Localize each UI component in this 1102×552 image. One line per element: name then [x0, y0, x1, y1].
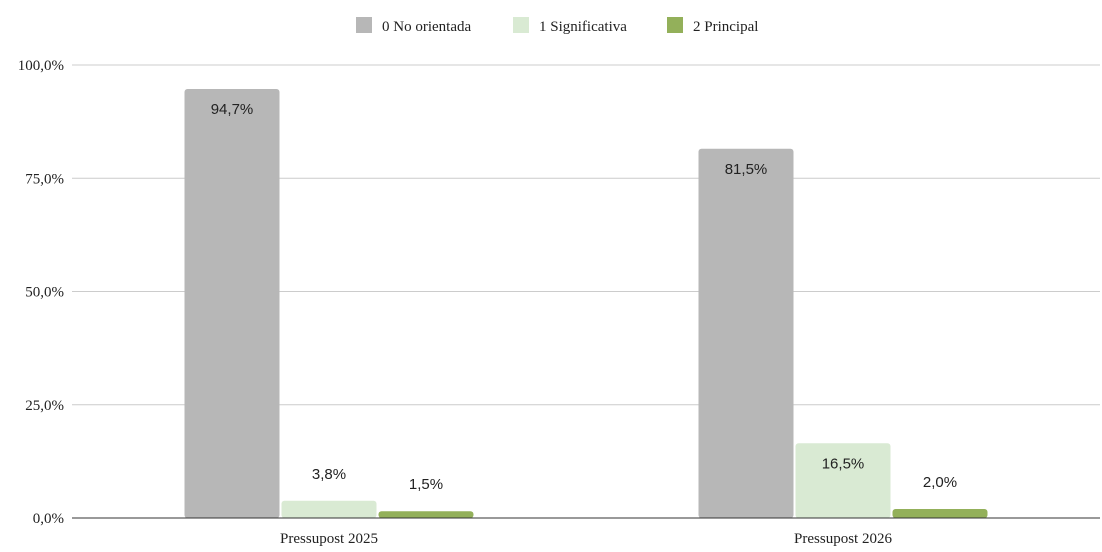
y-tick-label: 0,0%	[33, 511, 64, 527]
bar	[184, 89, 280, 518]
x-tick-label: Pressupost 2026	[794, 531, 892, 547]
bar	[795, 443, 891, 518]
y-tick-label: 50,0%	[25, 285, 64, 301]
legend-swatch	[667, 17, 683, 33]
bar-data-label: 2,0%	[923, 474, 957, 491]
legend-label: 0 No orientada	[382, 19, 471, 35]
bar	[892, 508, 988, 518]
x-axis: Pressupost 2025 Pressupost 2026	[72, 517, 1100, 547]
legend-swatch	[513, 17, 529, 33]
y-tick-label: 75,0%	[25, 171, 64, 187]
bar-data-label: 94,7%	[211, 101, 254, 118]
y-tick-label: 25,0%	[25, 398, 64, 414]
legend-label: 1 Significativa	[539, 19, 627, 35]
data-labels: 94,7% 3,8% 1,5% 81,5% 16,5% 2,0%	[211, 101, 957, 493]
bar	[281, 500, 377, 518]
bar	[378, 511, 474, 518]
y-axis: 0,0% 25,0% 50,0% 75,0% 100,0%	[18, 58, 64, 527]
legend-swatch	[356, 17, 372, 33]
bar-data-label: 3,8%	[312, 466, 346, 483]
x-tick-label: Pressupost 2025	[280, 531, 378, 547]
bar-data-label: 16,5%	[822, 455, 865, 472]
legend-label: 2 Principal	[693, 19, 758, 35]
bar-data-label: 81,5%	[725, 161, 768, 178]
bar-data-label: 1,5%	[409, 476, 443, 493]
y-tick-label: 100,0%	[18, 58, 64, 74]
bar	[698, 148, 794, 518]
legend: 0 No orientada 1 Significativa 2 Principal	[356, 17, 758, 35]
bars	[184, 89, 988, 518]
